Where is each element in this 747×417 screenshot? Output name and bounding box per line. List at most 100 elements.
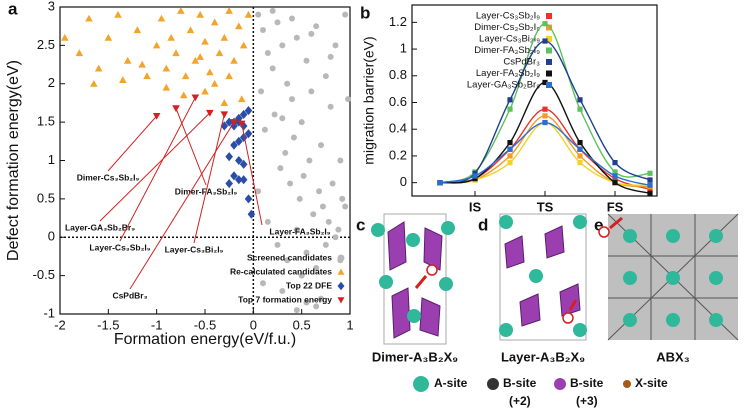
vacancy	[598, 226, 610, 238]
x-tick-label: TS	[537, 199, 554, 214]
legend-label: Screened candidates	[247, 252, 332, 262]
point	[274, 19, 281, 26]
legend-text: X-site	[635, 376, 668, 390]
point	[261, 126, 268, 133]
y-tick-label: 0.8	[389, 67, 407, 82]
point	[167, 33, 175, 41]
panel-letter: e	[594, 215, 603, 234]
point	[293, 226, 300, 233]
point	[284, 257, 291, 264]
point	[293, 34, 300, 41]
point	[289, 96, 295, 103]
point	[612, 180, 618, 186]
point	[647, 170, 653, 176]
legend-label: Top 7 formation energy	[238, 294, 332, 304]
point	[230, 171, 238, 181]
point	[186, 26, 195, 34]
a-site	[441, 221, 455, 235]
point	[244, 106, 253, 116]
structure-label: Dimer-A₃B₂X₉	[372, 349, 458, 364]
point	[342, 11, 349, 18]
point	[269, 65, 276, 72]
point	[239, 121, 248, 131]
y-tick-label: 0.2	[389, 147, 407, 162]
point	[303, 299, 310, 306]
structure-layer	[499, 213, 587, 341]
a-site	[666, 271, 680, 285]
a-site	[666, 313, 680, 327]
point	[298, 272, 305, 279]
legend-swatch	[337, 297, 345, 304]
point	[303, 57, 310, 64]
y-tick-label: 3	[48, 0, 55, 13]
point	[104, 33, 113, 41]
octahedron	[419, 297, 441, 337]
legend-label: Dimer-Cs₃Sb₂I₉	[474, 22, 540, 33]
point	[181, 72, 190, 80]
point	[322, 241, 329, 248]
point	[201, 87, 209, 95]
legend-swatch	[546, 13, 552, 19]
y-tick-label: 2	[48, 75, 55, 90]
point	[255, 11, 262, 18]
point	[322, 73, 329, 80]
point	[269, 7, 276, 14]
legend-label: Layer-Cs₃Bi₂I₉	[479, 34, 540, 45]
point	[235, 175, 243, 185]
plot-frame	[411, 4, 658, 197]
legend-swatch	[337, 281, 345, 291]
point	[162, 83, 171, 91]
point	[220, 99, 229, 106]
series-line	[439, 22, 651, 184]
panel-letter: a	[8, 0, 18, 18]
legend-swatch	[623, 380, 631, 388]
point	[75, 49, 84, 57]
a-site	[379, 275, 393, 289]
point	[507, 106, 513, 112]
octahedron	[559, 283, 581, 317]
point	[264, 218, 271, 225]
a-site	[709, 229, 723, 243]
point	[260, 280, 266, 287]
annotation-arrow	[107, 115, 158, 172]
point	[282, 149, 289, 156]
legend-swatch	[337, 268, 345, 275]
point	[247, 209, 256, 219]
point	[542, 119, 548, 126]
legend-swatch	[337, 254, 345, 262]
point	[220, 121, 229, 131]
a-site	[623, 229, 637, 243]
a-site	[499, 323, 513, 337]
a-site	[666, 229, 680, 243]
annotation-arrow	[241, 123, 263, 226]
point	[258, 88, 265, 95]
point	[260, 27, 266, 34]
x-tick-label: -0.5	[194, 317, 216, 332]
point	[179, 91, 188, 99]
point	[325, 218, 332, 225]
a-site	[623, 313, 637, 327]
octahedron	[544, 225, 565, 259]
legend-label: CsPdBr₃	[503, 57, 540, 68]
point	[172, 49, 180, 57]
point	[316, 188, 323, 195]
legend-swatch	[546, 70, 552, 77]
point	[300, 172, 307, 179]
point	[313, 23, 320, 30]
legend-swatch	[413, 376, 429, 392]
point	[244, 129, 253, 139]
arrow	[414, 275, 428, 289]
point	[215, 49, 224, 57]
point	[437, 180, 443, 186]
panel-letter: c	[356, 215, 365, 234]
a-site	[439, 277, 453, 291]
point	[472, 173, 478, 179]
legend-swatch	[487, 378, 499, 390]
annotation-arrow	[119, 97, 196, 242]
y-tick-label: 1	[48, 152, 55, 167]
y-tick-label: 1.2	[389, 14, 407, 29]
arrow	[609, 216, 623, 230]
point	[244, 194, 253, 204]
point	[507, 160, 513, 166]
